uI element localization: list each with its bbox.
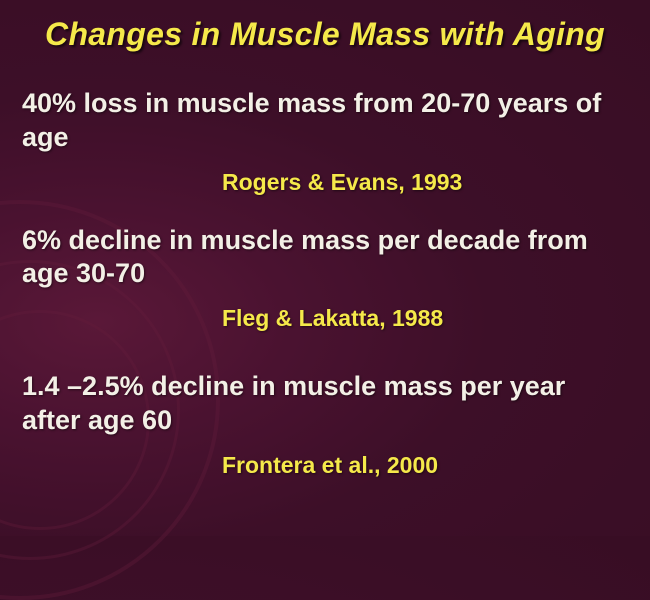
bullet-text: 40% loss in muscle mass from 20-70 years… [22, 87, 628, 155]
bullet-citation: Rogers & Evans, 1993 [222, 169, 628, 196]
bullet-text: 1.4 –2.5% decline in muscle mass per yea… [22, 370, 628, 438]
bullet-text: 6% decline in muscle mass per decade fro… [22, 224, 628, 292]
slide-container: Changes in Muscle Mass with Aging 40% lo… [0, 0, 650, 536]
slide-title: Changes in Muscle Mass with Aging [22, 16, 628, 53]
bullet-citation: Frontera et al., 2000 [222, 452, 628, 479]
bullet-citation: Fleg & Lakatta, 1988 [222, 305, 628, 332]
